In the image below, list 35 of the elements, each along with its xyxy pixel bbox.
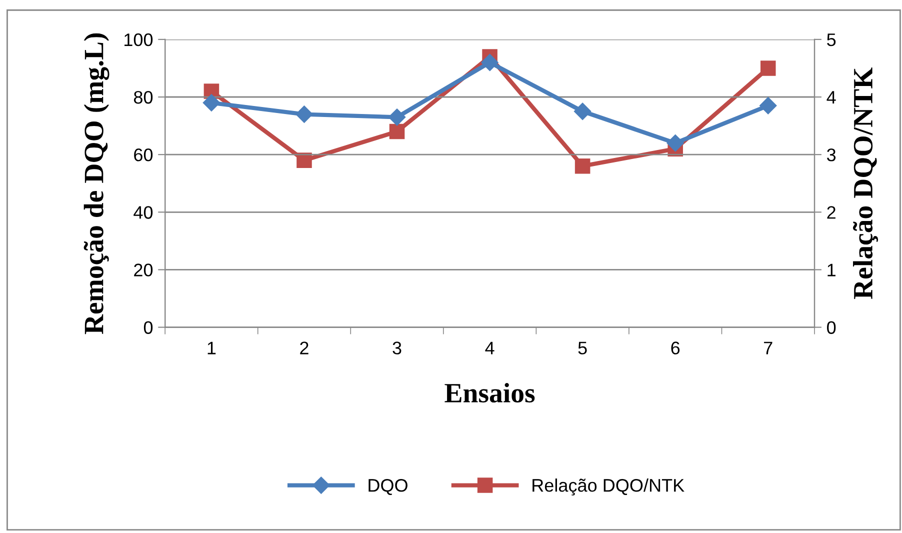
point [296,106,313,123]
point [481,54,498,72]
y2-tick-label: 0 [827,321,836,334]
x-tick-label: 1 [208,342,216,354]
point [296,152,312,168]
y-tick-label: 20 [134,264,153,276]
y-tick-label: 80 [134,90,153,104]
legend-label: DQO [368,478,408,496]
point [760,97,777,114]
x-tick-label: 5 [578,342,587,354]
x-tick-label: 3 [392,342,402,354]
y-tick-label: 60 [134,148,153,162]
y2-tick-label: 4 [826,91,836,104]
y-tick-label: 0 [144,321,153,334]
point [760,60,776,76]
point [574,102,592,120]
y-tick-label: 100 [124,33,153,46]
point [389,124,405,140]
point [388,108,406,126]
x-tick-label: 4 [485,342,494,354]
point [202,94,220,112]
y2-axis-title: Relação DQO/NTK [852,67,878,299]
y-tick-label: 40 [134,206,153,219]
y2-tick-label: 2 [827,206,836,219]
y-axis-title: Remoção de DQO (mg.L) [84,33,110,334]
x-axis-title: Ensaios [444,382,535,403]
y2-tick-label: 1 [828,264,836,276]
x-tick-label: 2 [300,342,308,354]
x-tick-label: 7 [764,342,772,354]
legend-label: Relação DQO/NTK [532,478,684,496]
y2-tick-label: 5 [827,34,836,46]
y2-tick-label: 3 [827,148,836,162]
point [666,134,684,152]
x-tick-label: 6 [671,342,680,354]
point [574,158,590,174]
